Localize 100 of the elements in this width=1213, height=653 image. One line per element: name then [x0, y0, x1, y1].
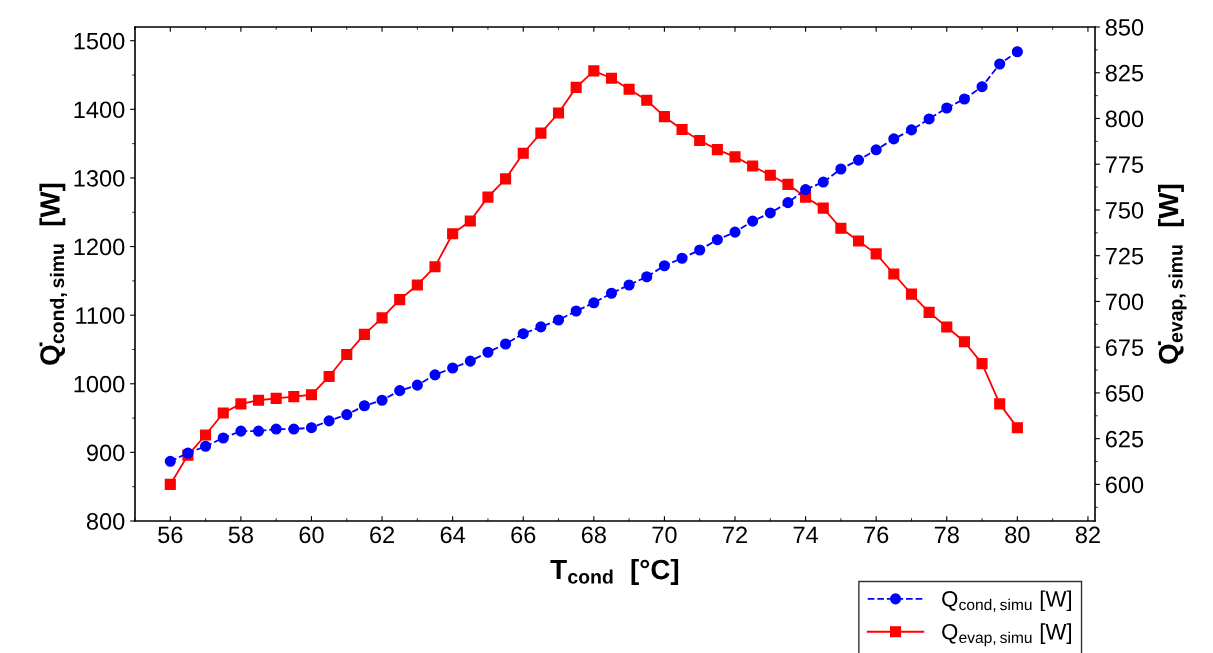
point [517, 147, 529, 159]
y-tick-label: 1200 [74, 238, 125, 256]
point [482, 346, 494, 358]
point [747, 215, 759, 227]
point [358, 328, 370, 340]
point [341, 348, 353, 361]
point [817, 202, 829, 214]
point [711, 234, 723, 246]
point [500, 173, 512, 185]
point [941, 321, 953, 333]
y2-tick-label: 650 [1105, 384, 1144, 402]
point [905, 124, 918, 136]
x-tick-label: 66 [511, 526, 536, 544]
point [570, 305, 582, 317]
x-tick-label: 60 [299, 526, 324, 544]
point [517, 328, 529, 340]
y-tick-label: 900 [86, 444, 125, 462]
point [976, 81, 988, 93]
x-tick-label: 80 [1005, 526, 1030, 544]
point [958, 93, 970, 105]
point [694, 134, 706, 146]
point [464, 355, 476, 367]
point [270, 392, 282, 404]
point [341, 409, 353, 421]
x-tick-label: 68 [581, 526, 606, 544]
y2-tick-label: 600 [1105, 476, 1144, 494]
point [482, 191, 494, 203]
point [588, 65, 600, 77]
x-tick-label: 56 [158, 526, 183, 544]
point [447, 228, 459, 240]
point [641, 94, 653, 106]
point [1011, 46, 1023, 58]
point [552, 107, 565, 119]
point [782, 197, 794, 209]
point [800, 184, 812, 196]
point [200, 429, 212, 441]
point [958, 336, 970, 348]
point [994, 398, 1006, 410]
point [323, 415, 335, 427]
x-tick-label: 78 [934, 526, 959, 544]
point [835, 222, 847, 234]
x-tick-label: 70 [652, 526, 677, 544]
y2-tick-label: 750 [1105, 202, 1144, 219]
y-tick-label: 1300 [74, 170, 125, 187]
x-tick-label: 74 [793, 526, 819, 543]
point [429, 261, 441, 273]
y-axis-title: Q̇$_{cond,simu}$ [W] [39, 183, 67, 365]
x-tick-label: 72 [723, 526, 747, 543]
point [376, 394, 388, 406]
point [323, 370, 335, 383]
point [605, 72, 618, 84]
point [888, 133, 900, 145]
point [658, 260, 670, 272]
point [235, 398, 247, 410]
point [288, 391, 300, 403]
point [411, 379, 423, 391]
x-tick-label: 64 [440, 526, 466, 544]
point [729, 151, 741, 163]
point [623, 279, 635, 291]
y2-tick-label: 850 [1105, 19, 1144, 36]
point [994, 58, 1006, 70]
point [676, 123, 688, 136]
point [200, 440, 212, 452]
point [394, 294, 406, 306]
x-axis-title: T$_{cond}$ [°C] [550, 558, 679, 585]
point [658, 111, 670, 123]
point [1011, 422, 1023, 434]
legend-label: Q$_{cond,simu}$ [W] [942, 590, 1072, 613]
point [411, 279, 423, 291]
point [447, 362, 459, 374]
point [217, 407, 229, 419]
y-tick-label: 800 [86, 513, 125, 530]
point [500, 338, 512, 350]
point [217, 432, 229, 444]
point [535, 321, 547, 333]
y2-tick-label: 725 [1105, 247, 1144, 265]
y2-tick-label: 625 [1105, 430, 1144, 448]
point [305, 422, 318, 434]
x-tick-label: 76 [864, 526, 889, 544]
y2-tick-label: 675 [1105, 339, 1144, 356]
point [711, 144, 723, 156]
point [870, 144, 882, 156]
y2-tick-label: 700 [1105, 293, 1144, 311]
point [941, 102, 953, 114]
y-tick-label: 1400 [74, 101, 125, 119]
point [358, 400, 370, 412]
point [376, 312, 388, 324]
x-tick-label: 58 [228, 526, 253, 544]
point [694, 244, 706, 256]
point [552, 314, 565, 326]
point [888, 268, 900, 280]
point [305, 389, 318, 401]
point [923, 113, 935, 125]
point [429, 369, 441, 381]
point [870, 248, 882, 260]
y-tick-label: 1500 [74, 32, 125, 50]
point [835, 163, 847, 175]
point [164, 455, 176, 467]
legend-label: Q$_{evap,simu}$ [W] [942, 623, 1072, 647]
y2-tick-label: 775 [1105, 156, 1144, 174]
